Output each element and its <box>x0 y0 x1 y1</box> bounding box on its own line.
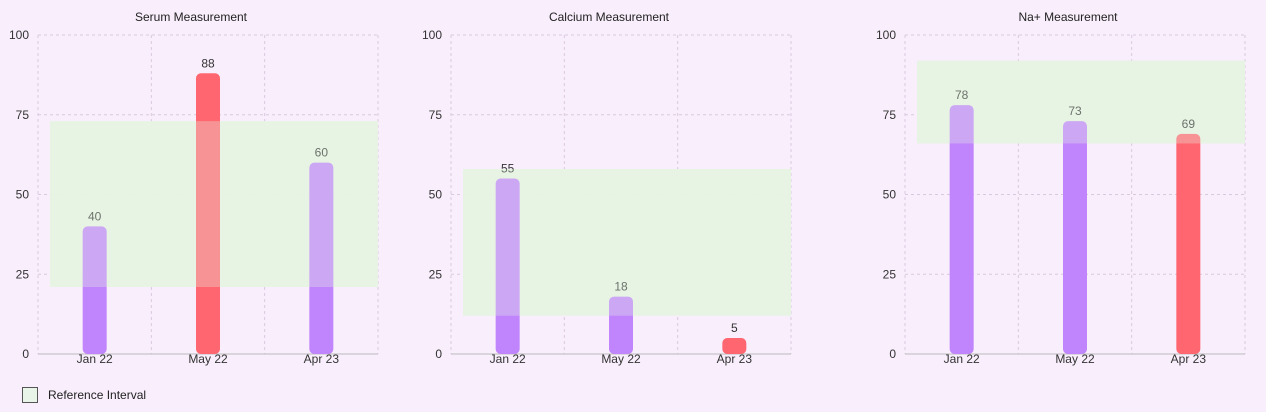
x-tick-label: Jan 22 <box>490 352 526 366</box>
x-tick-label: Apr 23 <box>1171 352 1207 366</box>
data-label: 78 <box>955 88 969 102</box>
bar <box>609 296 633 354</box>
y-tick-label: 100 <box>876 28 896 42</box>
data-label: 18 <box>614 280 628 294</box>
reference-interval-overlay <box>463 168 791 316</box>
x-tick-label: May 22 <box>1055 352 1095 366</box>
y-tick-label: 25 <box>883 267 897 281</box>
x-tick-label: Jan 22 <box>77 352 113 366</box>
y-tick-label: 0 <box>22 347 29 361</box>
y-tick-label: 75 <box>429 108 443 122</box>
chart-title: Na+ Measurement <box>1018 10 1118 24</box>
chart-title: Serum Measurement <box>135 10 248 24</box>
bar <box>309 162 334 354</box>
data-label: 55 <box>501 162 515 176</box>
x-tick-label: May 22 <box>601 352 641 366</box>
legend-swatch-reference-interval <box>22 387 38 403</box>
x-tick-label: May 22 <box>188 352 228 366</box>
data-label: 88 <box>201 56 215 70</box>
data-label: 40 <box>88 209 102 223</box>
reference-interval-overlay <box>917 60 1245 144</box>
chart-panel-2: Calcium Measurement 0 25 50 75 100 55 Jan 22 18 M… <box>422 10 792 366</box>
data-label: 60 <box>315 146 329 160</box>
y-tick-label: 100 <box>9 28 29 42</box>
x-tick-label: Apr 23 <box>717 352 753 366</box>
y-tick-label: 0 <box>889 347 896 361</box>
x-tick-label: Jan 22 <box>944 352 980 366</box>
y-tick-label: 25 <box>429 267 443 281</box>
chart-title: Calcium Measurement <box>549 10 670 24</box>
data-label: 73 <box>1068 104 1082 118</box>
y-tick-label: 0 <box>435 347 442 361</box>
reference-interval-overlay <box>50 121 378 288</box>
bar <box>722 338 747 354</box>
x-tick-label: Apr 23 <box>304 352 340 366</box>
y-tick-label: 100 <box>422 28 442 42</box>
bar <box>1063 121 1087 354</box>
bar <box>82 226 107 354</box>
y-tick-label: 75 <box>16 108 30 122</box>
y-tick-label: 75 <box>883 108 897 122</box>
legend: Reference Interval <box>22 387 146 403</box>
chart-panel-3: Na+ Measurement 0 25 50 75 100 78 Jan 22 73 May 2… <box>876 10 1246 366</box>
legend-label: Reference Interval <box>48 388 147 402</box>
chart-panel-1: Serum Measurement 0 25 50 75 100 40 Jan 22 88 May… <box>9 10 379 366</box>
y-tick-label: 25 <box>16 267 30 281</box>
data-label: 69 <box>1182 117 1196 131</box>
bar <box>1176 133 1201 354</box>
bar <box>196 73 220 354</box>
y-tick-label: 50 <box>16 188 30 202</box>
y-tick-label: 50 <box>883 188 897 202</box>
y-tick-label: 50 <box>429 188 443 202</box>
bar <box>495 178 520 354</box>
bar <box>949 105 974 355</box>
data-label: 5 <box>731 321 738 335</box>
